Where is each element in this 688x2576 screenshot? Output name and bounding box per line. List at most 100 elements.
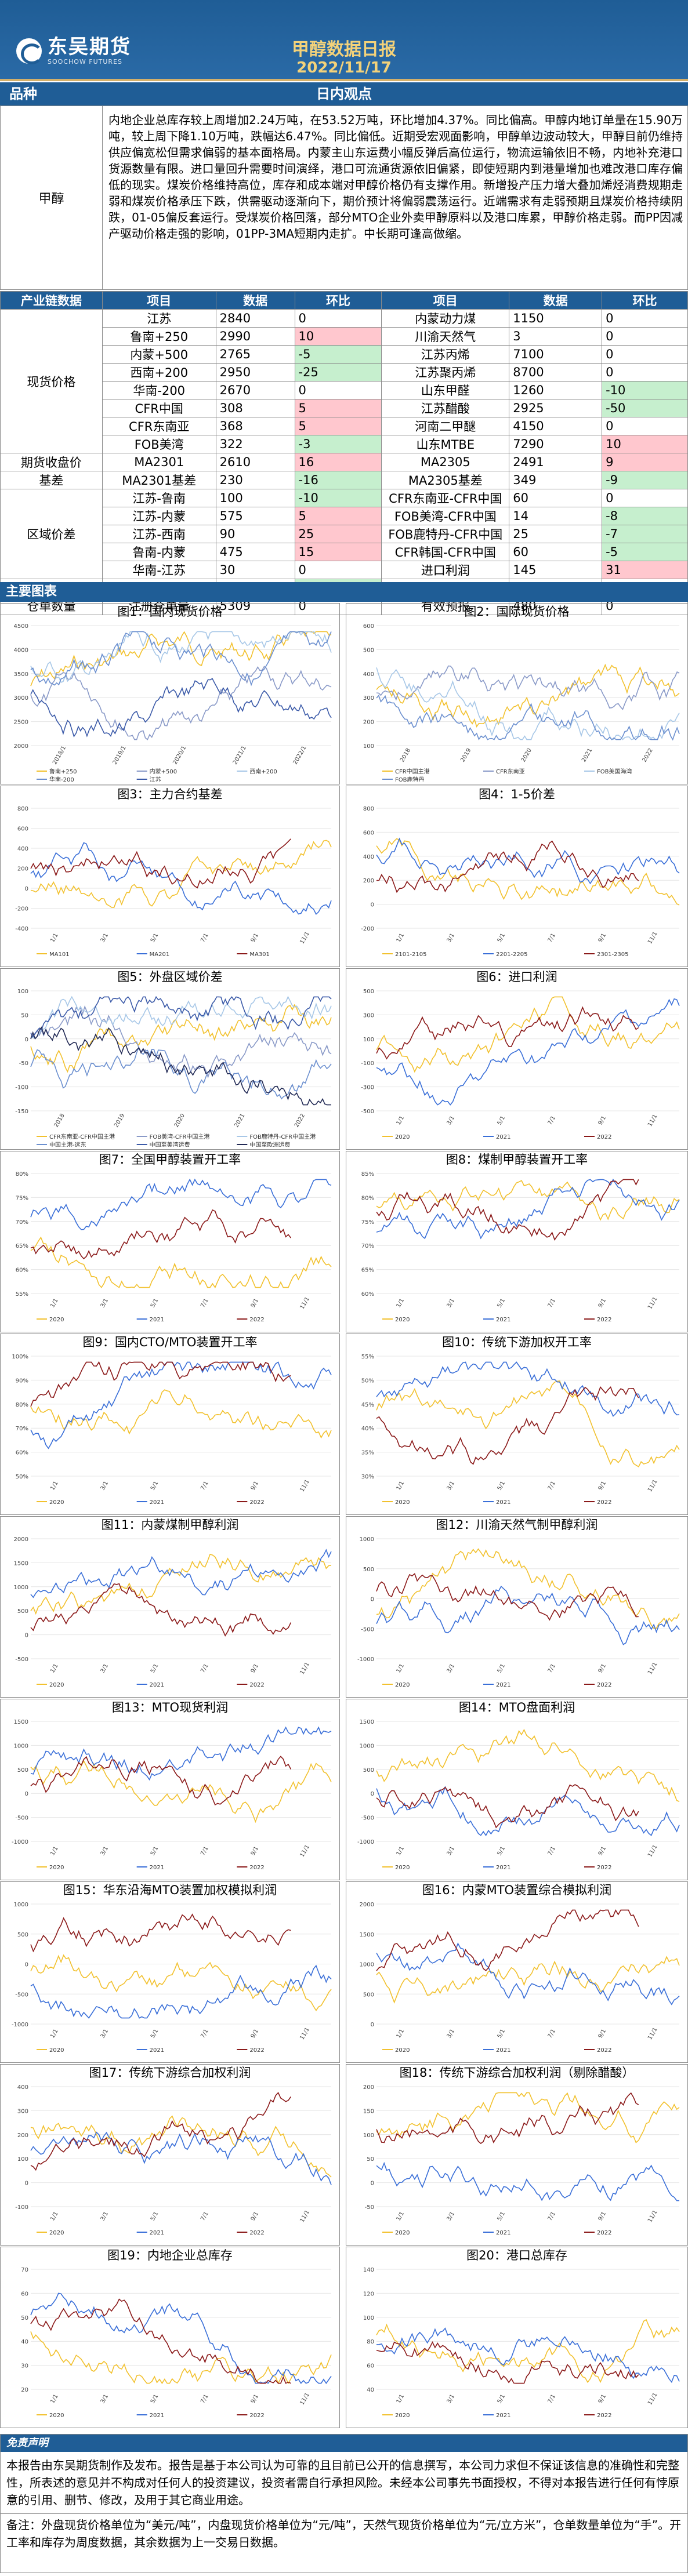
item-value: 230 bbox=[215, 471, 295, 489]
item-value: 349 bbox=[509, 471, 603, 489]
item-change: 0 bbox=[602, 489, 688, 507]
series-line bbox=[376, 2092, 680, 2143]
legend-label: FOB美国海湾 bbox=[597, 768, 632, 775]
series-line bbox=[30, 1726, 332, 1781]
table-header-cell: 产业链数据 bbox=[0, 291, 103, 310]
x-tick-label: 9/1 bbox=[598, 1663, 608, 1674]
item-change: 15 bbox=[294, 543, 382, 561]
y-tick-label: 1000 bbox=[14, 1585, 28, 1591]
x-tick-label: 3/1 bbox=[100, 1298, 110, 1309]
item-change: 16 bbox=[294, 453, 382, 471]
legend-label: 2022 bbox=[249, 1317, 264, 1323]
item-change: -10 bbox=[602, 381, 688, 399]
item-change: -16 bbox=[294, 471, 382, 489]
legend-label: 2020 bbox=[49, 2047, 64, 2054]
y-tick-label: 500 bbox=[363, 989, 374, 995]
chart-plot: 85% 80% 75% 70% 65% 60% 1/1 3/1 5/1 7/1 9/1 11/1 202… bbox=[361, 1171, 680, 1323]
y-tick-label: 40 bbox=[367, 2387, 374, 2393]
series-line bbox=[30, 1361, 291, 1407]
y-tick-label: 200 bbox=[363, 878, 374, 884]
x-tick-label: 5/1 bbox=[497, 2211, 507, 2222]
x-tick-label: 11/1 bbox=[299, 1661, 311, 1676]
legend-label: 2020 bbox=[395, 2412, 410, 2419]
y-tick-label: 1000 bbox=[14, 1902, 28, 1908]
y-tick-label: 0 bbox=[371, 902, 374, 909]
item-value: 4150 bbox=[509, 417, 603, 435]
item-name: MA2301基差 bbox=[102, 471, 216, 489]
legend-label: 2020 bbox=[49, 1865, 64, 1871]
legend-label: 2022 bbox=[597, 1865, 611, 1871]
item-name: 内蒙+500 bbox=[102, 345, 216, 364]
item-value: 1150 bbox=[509, 309, 603, 328]
series-line bbox=[376, 1380, 680, 1467]
series-line bbox=[30, 2331, 332, 2385]
y-tick-label: 150 bbox=[363, 2108, 374, 2114]
x-tick-label: 2022/1 bbox=[292, 745, 307, 766]
item-value: 90 bbox=[215, 525, 295, 543]
item-value: 145 bbox=[509, 561, 603, 579]
chart-panel: 图18：传统下游综合加权利润（剔除醋酸） 200 150 100 50 0 -50 1/1 3/… bbox=[346, 2064, 688, 2246]
x-tick-label: 2021/1 bbox=[232, 745, 248, 766]
item-name: 江苏醋酸 bbox=[381, 399, 510, 417]
item-value: 14 bbox=[509, 507, 603, 525]
x-tick-label: 3/1 bbox=[446, 1115, 457, 1126]
y-tick-label: 1000 bbox=[14, 1743, 28, 1749]
item-change: 5 bbox=[294, 417, 382, 435]
series-line bbox=[30, 1046, 332, 1100]
item-name: 江苏-内蒙 bbox=[102, 507, 216, 525]
item-value: 2925 bbox=[509, 399, 603, 417]
disclaimer-title: 免责声明 bbox=[1, 2435, 687, 2452]
disclaimer-body: 本报告由东吴期货制作及发布。报告是基于本公司认为可靠的且目前已公开的信息撰写，本… bbox=[6, 2458, 679, 2507]
y-tick-label: 60 bbox=[21, 2291, 28, 2297]
x-tick-label: 7/1 bbox=[547, 2211, 557, 2222]
y-tick-label: 55% bbox=[361, 1354, 374, 1360]
table-row: 期货收盘价 MA2301 2610 16 MA2305 2491 9 bbox=[0, 453, 688, 471]
chart-plot: 400 300 200 100 0 -100 1/1 3/1 5/1 7/1 9/1 11/1 2020… bbox=[15, 2084, 332, 2236]
legend-label: 2022 bbox=[597, 1682, 611, 1688]
y-tick-label: 40 bbox=[21, 2339, 28, 2345]
item-change: 0 bbox=[294, 561, 382, 579]
y-tick-label: 85% bbox=[361, 1171, 374, 1178]
item-value: 3 bbox=[509, 327, 603, 346]
y-tick-label: 100 bbox=[363, 2315, 374, 2321]
x-tick-label: 2019 bbox=[459, 747, 472, 764]
y-tick-label: 55% bbox=[16, 1291, 28, 1298]
item-name: CFR东南亚-CFR中国 bbox=[381, 489, 510, 507]
x-tick-label: 5/1 bbox=[497, 2028, 507, 2039]
x-tick-label: 7/1 bbox=[547, 1663, 557, 1674]
chart-title: 图14：MTO盘面利润 bbox=[458, 1701, 575, 1714]
y-tick-label: 45% bbox=[361, 1402, 374, 1408]
y-tick-label: 60% bbox=[16, 1267, 28, 1274]
x-tick-label: 1/1 bbox=[396, 2211, 406, 2222]
x-tick-label: 2022 bbox=[294, 1113, 306, 1129]
x-tick-label: 5/1 bbox=[497, 2393, 507, 2404]
x-tick-label: 3/1 bbox=[100, 1663, 110, 1674]
item-name: 华南-江苏 bbox=[102, 561, 216, 579]
legend-label: 2022 bbox=[249, 2412, 264, 2419]
y-tick-label: 800 bbox=[363, 806, 374, 812]
y-tick-label: 70 bbox=[21, 2267, 28, 2273]
item-value: 308 bbox=[215, 399, 295, 417]
y-tick-label: 60% bbox=[16, 1450, 28, 1456]
x-tick-label: 7/1 bbox=[200, 2393, 210, 2404]
series-line bbox=[376, 695, 680, 741]
x-tick-label: 3/1 bbox=[100, 2028, 110, 2039]
x-tick-label: 11/1 bbox=[299, 2026, 311, 2041]
y-tick-label: 300 bbox=[363, 1012, 374, 1019]
series-line bbox=[376, 838, 680, 906]
item-change: -10 bbox=[294, 489, 382, 507]
series-line bbox=[376, 2327, 680, 2384]
legend-label: 内蒙+500 bbox=[150, 768, 177, 775]
item-change: -5 bbox=[294, 345, 382, 364]
x-tick-label: 7/1 bbox=[200, 1845, 210, 1856]
logo-cn: 东吴期货 bbox=[48, 35, 131, 59]
item-name: MA2305基差 bbox=[381, 471, 510, 489]
legend-label: 2021 bbox=[496, 1865, 510, 1871]
series-line bbox=[376, 1386, 639, 1465]
series-line bbox=[30, 2115, 332, 2178]
item-change: 0 bbox=[294, 381, 382, 399]
y-tick-label: 35% bbox=[361, 1450, 374, 1456]
table-header-cell: 数据 bbox=[509, 291, 603, 310]
series-line bbox=[30, 1964, 332, 2019]
